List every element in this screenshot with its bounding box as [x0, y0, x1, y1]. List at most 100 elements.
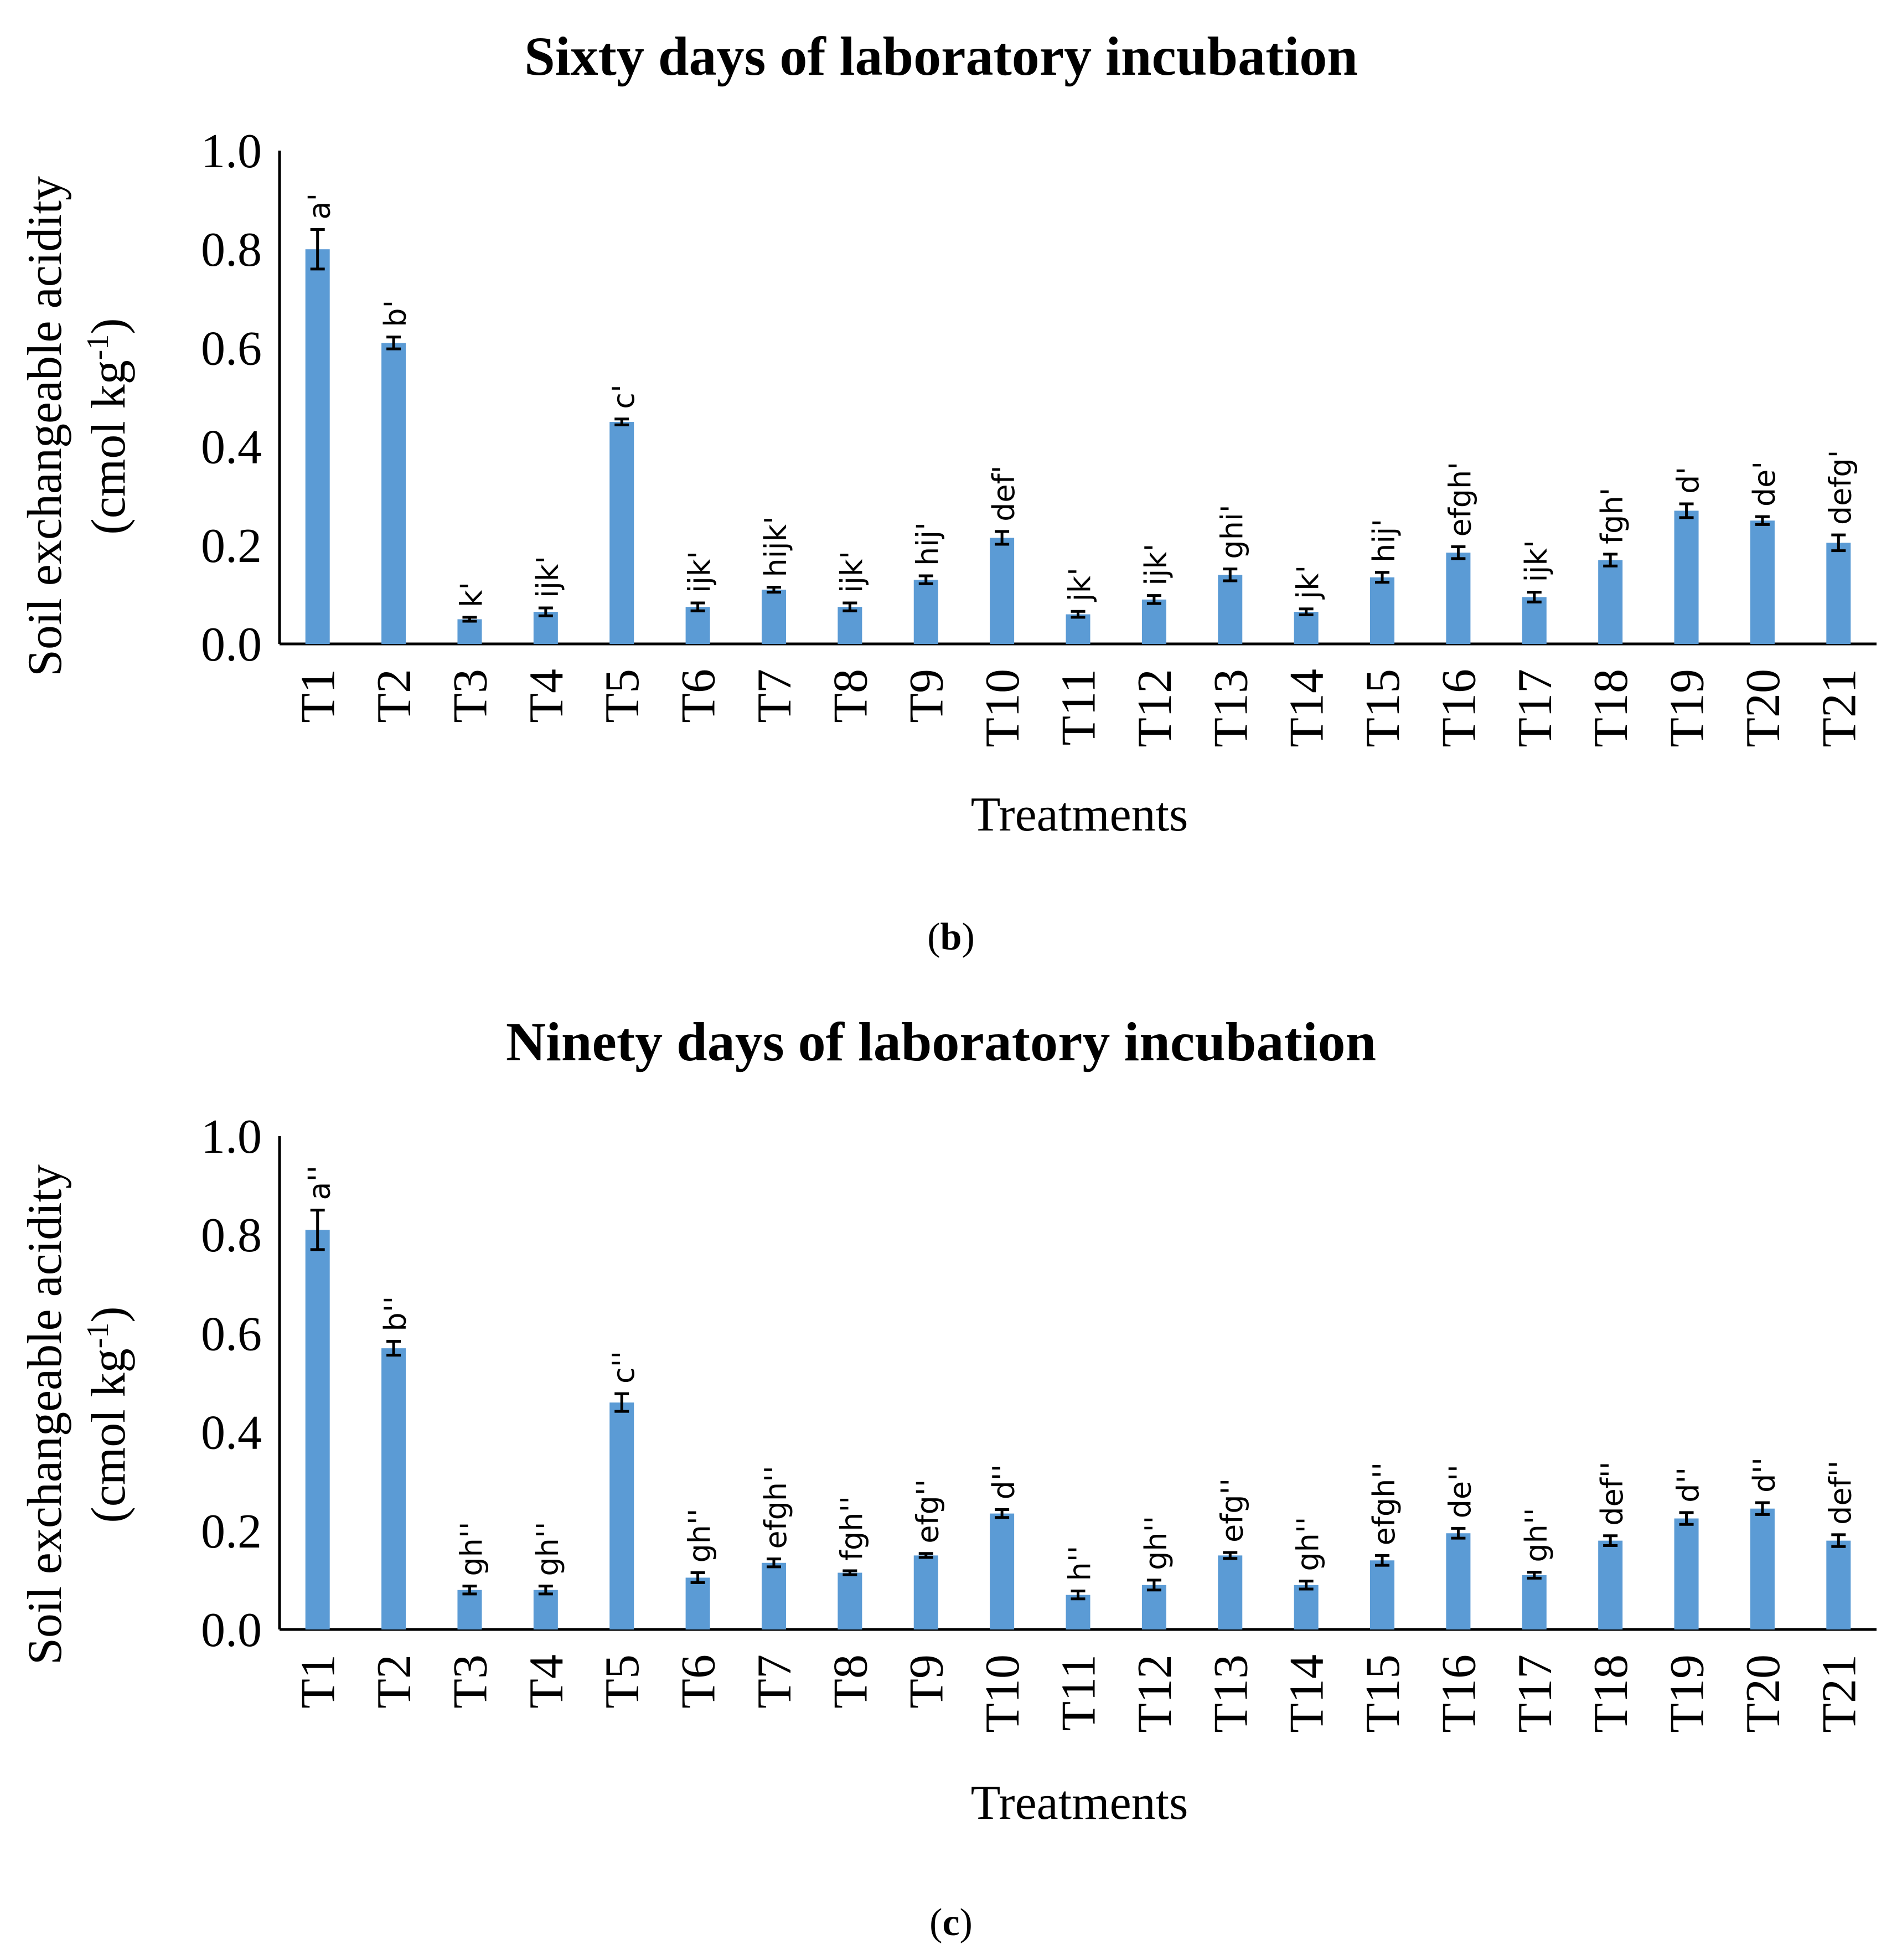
y-axis-units-group: (cmol kg-1)	[81, 318, 136, 534]
significance-label: gh''	[1139, 1516, 1174, 1570]
bar-t21	[1826, 1540, 1851, 1629]
x-tick-label: T4	[520, 1654, 573, 1709]
x-tick-label: T21	[1812, 669, 1866, 747]
y-tick-label: 0.4	[201, 421, 262, 474]
bar-t10	[990, 538, 1015, 644]
x-tick-label: T3	[443, 669, 497, 723]
y-units-superscript: -1	[81, 1323, 115, 1349]
significance-label: de''	[1443, 1464, 1477, 1518]
x-tick-label: T21	[1812, 1654, 1866, 1733]
y-tick-label: 0.2	[201, 519, 262, 573]
significance-label: h''	[1063, 1546, 1098, 1581]
significance-label: c'	[606, 384, 641, 409]
x-tick-label: T13	[1204, 1654, 1258, 1733]
significance-label: fgh''	[834, 1496, 869, 1561]
x-tick-label: T14	[1280, 1654, 1334, 1733]
significance-label: ijk'	[530, 556, 565, 598]
bar-t13	[1218, 1555, 1243, 1629]
bar-t15	[1370, 577, 1395, 644]
bar-t18	[1598, 560, 1623, 644]
bar-t12	[1141, 1585, 1166, 1629]
x-tick-label: T2	[368, 669, 421, 723]
x-tick-label: T4	[520, 669, 573, 723]
x-tick-label: T7	[748, 669, 802, 723]
x-tick-label: T12	[1128, 669, 1182, 747]
x-tick-label: T2	[368, 1654, 421, 1709]
x-axis-label: Treatments	[971, 788, 1188, 842]
y-axis-units-group: (cmol kg-1)	[81, 1306, 136, 1523]
x-tick-label: T10	[976, 669, 1030, 747]
significance-label: d''	[1747, 1457, 1782, 1493]
bar-t19	[1674, 1518, 1699, 1629]
significance-label: efgh''	[758, 1466, 793, 1549]
bar-t9	[913, 580, 938, 644]
x-tick-label: T10	[976, 1654, 1030, 1733]
y-units-superscript: -1	[81, 334, 115, 360]
x-tick-label: T1	[292, 1654, 345, 1709]
significance-label: ghi'	[1214, 504, 1249, 559]
chart-title: Ninety days of laboratory incubation	[506, 1011, 1376, 1072]
bar-t19	[1674, 510, 1699, 644]
x-tick-label: T20	[1736, 1654, 1790, 1733]
significance-label: b'	[378, 300, 413, 327]
y-tick-label: 1.0	[201, 1110, 262, 1164]
bar-t1	[305, 1230, 330, 1629]
significance-label: ijk'	[683, 551, 717, 593]
y-tick-label: 0.0	[201, 618, 262, 672]
bar-t6	[685, 607, 710, 644]
panel-open-paren: (	[929, 1901, 942, 1944]
bar-t14	[1294, 1585, 1319, 1629]
x-tick-label: T8	[824, 669, 877, 723]
significance-label: efg''	[1214, 1478, 1249, 1543]
y-tick-label: 0.6	[201, 322, 262, 375]
x-tick-label: T13	[1204, 669, 1258, 747]
bar-t4	[533, 1590, 558, 1629]
significance-label: gh''	[530, 1521, 565, 1576]
x-tick-label: T7	[748, 1654, 802, 1709]
x-tick-label: T18	[1584, 669, 1638, 747]
significance-label: def'	[986, 465, 1021, 521]
panel-letter: c	[942, 1901, 959, 1944]
y-axis-label: Soil exchangeable acidity	[18, 176, 72, 677]
bar-t7	[761, 589, 786, 644]
bar-t11	[1066, 1595, 1090, 1629]
panel-close-paren: )	[960, 1901, 973, 1944]
bar-t13	[1218, 575, 1243, 644]
bar-t3	[457, 619, 482, 644]
y-units-close: )	[82, 1306, 136, 1322]
y-tick-label: 1.0	[201, 125, 262, 178]
x-tick-label: T3	[443, 1654, 497, 1709]
bar-t16	[1446, 1533, 1471, 1629]
bar-t5	[609, 422, 634, 644]
significance-label: efgh''	[1367, 1462, 1402, 1545]
x-tick-label: T20	[1736, 669, 1790, 747]
x-axis-label: Treatments	[971, 1776, 1188, 1830]
bar-t15	[1370, 1560, 1395, 1629]
bar-t2	[381, 1348, 406, 1629]
significance-label: gh''	[1519, 1508, 1554, 1562]
significance-label: a''	[302, 1165, 337, 1200]
x-tick-label: T12	[1128, 1654, 1182, 1733]
bar-t9	[913, 1555, 938, 1629]
bar-t5	[609, 1402, 634, 1629]
chart-panel-c: Ninety days of laboratory incubation Tre…	[18, 1011, 1877, 1944]
panel-close-paren: )	[962, 916, 974, 958]
significance-label: gh''	[454, 1521, 489, 1576]
significance-label: b''	[378, 1296, 413, 1332]
significance-label: d''	[986, 1464, 1021, 1500]
y-tick-label: 0.6	[201, 1307, 262, 1361]
x-tick-label: T9	[900, 669, 954, 723]
significance-label: def''	[1595, 1462, 1630, 1526]
y-tick-label: 0.2	[201, 1505, 262, 1559]
bar-t12	[1141, 599, 1166, 644]
x-tick-label: T11	[1052, 669, 1106, 746]
y-axis-units: (cmol kg-1)	[81, 1306, 136, 1523]
y-tick-label: 0.8	[201, 223, 262, 277]
y-axis-units: (cmol kg-1)	[81, 318, 136, 534]
bar-t4	[533, 612, 558, 644]
significance-label: efgh'	[1443, 462, 1477, 537]
significance-label: a'	[302, 193, 337, 220]
bar-t3	[457, 1590, 482, 1629]
bar-t11	[1066, 614, 1090, 644]
bar-t14	[1294, 612, 1319, 644]
